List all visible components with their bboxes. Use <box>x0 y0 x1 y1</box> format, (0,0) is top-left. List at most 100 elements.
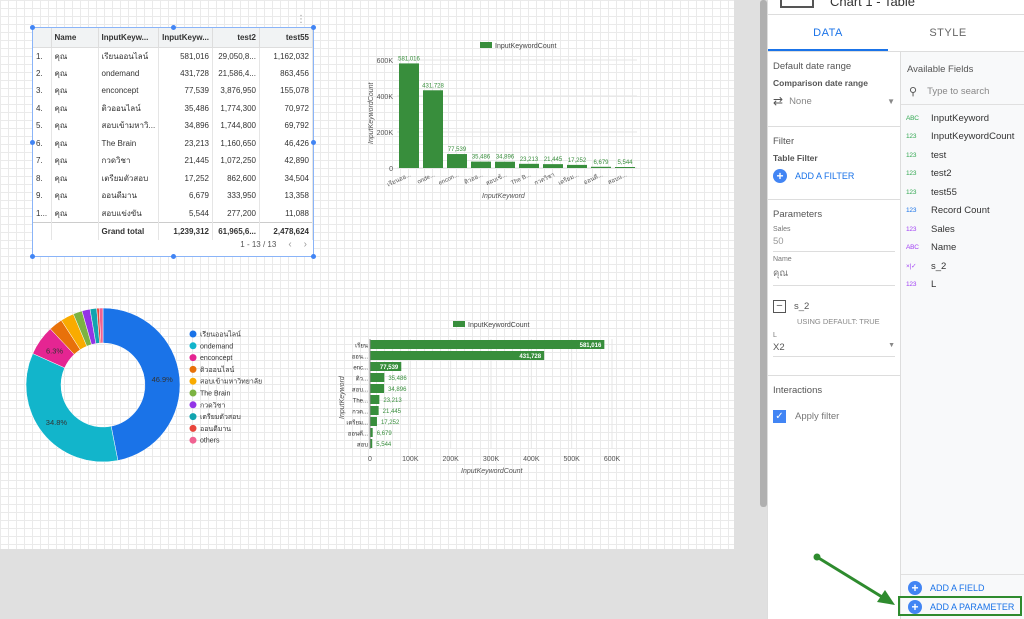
resize-handle[interactable] <box>171 254 176 259</box>
legend-label[interactable]: กวดวิชา <box>200 401 225 409</box>
bar[interactable] <box>615 167 635 168</box>
col-header-inputkeyword[interactable]: InputKeyw... <box>98 28 160 48</box>
bar[interactable] <box>471 161 491 168</box>
bar[interactable] <box>495 161 515 168</box>
bar[interactable] <box>370 406 379 415</box>
more-options-icon[interactable]: ⋮ <box>296 14 306 25</box>
col-header-name[interactable]: Name <box>51 28 99 48</box>
param-s2-toggle[interactable]: − s_2 <box>773 300 895 313</box>
pie-slice[interactable] <box>25 353 119 463</box>
param-l-select[interactable]: X2 ▼ <box>773 339 895 357</box>
pie-slice[interactable] <box>98 307 104 344</box>
resize-handle[interactable] <box>311 140 316 145</box>
data-label: 6,679 <box>593 160 609 166</box>
table-cell: 11,088 <box>259 204 313 222</box>
legend-label[interactable]: enconcept <box>200 355 232 362</box>
bar[interactable] <box>370 439 373 448</box>
add-parameter-button[interactable]: + ADD A PARAMETER <box>901 597 1024 617</box>
field-type-icon: 123 <box>906 170 917 178</box>
data-label: 5,544 <box>376 442 392 448</box>
legend-label[interactable]: สอบเข้ามหาวิทยาลัย <box>200 378 262 386</box>
bar[interactable] <box>370 417 377 426</box>
field-type-icon: ABC <box>906 244 919 252</box>
field-item[interactable]: 123 L <box>901 276 1024 295</box>
field-type-icon: 123 <box>906 207 917 215</box>
data-label: 5,544 <box>617 160 633 166</box>
bar[interactable] <box>423 90 443 168</box>
field-item[interactable]: 123 InputKeywordCount <box>901 128 1024 147</box>
bar[interactable] <box>399 63 419 168</box>
row-number-header <box>33 28 52 48</box>
field-item[interactable]: 123 Record Count <box>901 202 1024 221</box>
legend-label[interactable]: ออนดีมาน <box>200 425 231 433</box>
add-field-button[interactable]: + ADD A FIELD <box>901 574 1024 601</box>
data-label: 77,539 <box>448 147 467 153</box>
table-row[interactable]: 1... คุณ สอบแข่งขัน 5,544 277,200 11,088 <box>33 204 313 222</box>
bar[interactable] <box>519 163 539 168</box>
vertical-scrollbar[interactable] <box>760 0 767 507</box>
field-item[interactable]: 123 test55 <box>901 183 1024 202</box>
field-search[interactable]: ⚲ Type to search <box>901 81 1024 105</box>
table-row[interactable]: 8. คุณ เตรียมตัวสอบ 17,252 862,600 34,504 <box>33 169 313 187</box>
param-name-input[interactable]: คุณ <box>773 263 895 286</box>
table-chart[interactable]: Name InputKeyw... InputKeyw... test2 tes… <box>32 27 314 257</box>
resize-handle[interactable] <box>311 254 316 259</box>
tab-style[interactable]: STYLE <box>929 27 967 39</box>
field-item[interactable]: ABC Name <box>901 239 1024 258</box>
tab-data[interactable]: DATA <box>768 15 888 51</box>
bar[interactable] <box>370 384 385 393</box>
col-header-test55[interactable]: test55 <box>259 28 313 48</box>
field-search-input[interactable]: Type to search <box>927 86 990 97</box>
resize-handle[interactable] <box>30 254 35 259</box>
legend-label[interactable]: ondemand <box>200 343 233 350</box>
column-chart[interactable]: InputKeywordCount 0 200K 400K 600K 581,016 เรี… <box>355 36 645 206</box>
field-item[interactable]: ×|✓ s_2 <box>901 257 1024 276</box>
bar[interactable] <box>370 351 545 360</box>
bar[interactable] <box>591 166 611 168</box>
field-item[interactable]: 123 Sales <box>901 220 1024 239</box>
prev-page-button[interactable]: ‹ <box>288 239 292 250</box>
bar[interactable] <box>370 373 385 382</box>
legend-label[interactable]: เตรียมตัวสอบ <box>200 413 241 421</box>
next-page-button[interactable]: › <box>303 239 307 250</box>
table-row[interactable]: 6. คุณ The Brain 23,213 1,160,650 46,426 <box>33 134 313 152</box>
comparison-select[interactable]: ⇄ None ▼ <box>773 94 895 108</box>
pie-slice[interactable] <box>102 307 181 461</box>
legend-label[interactable]: เรียนออนไลน์ <box>200 330 241 339</box>
bar[interactable] <box>567 164 587 168</box>
resize-handle[interactable] <box>30 140 35 145</box>
col-header-test2[interactable]: test2 <box>212 28 260 48</box>
data-label: 21,445 <box>383 409 402 415</box>
table-row[interactable]: 7. คุณ กวดวิชา 21,445 1,072,250 42,890 <box>33 152 313 170</box>
bar[interactable] <box>370 340 605 349</box>
field-item[interactable]: ABC InputKeyword <box>901 109 1024 128</box>
field-item[interactable]: 123 test <box>901 146 1024 165</box>
legend-label[interactable]: others <box>200 438 220 445</box>
table-row[interactable]: 4. คุณ ติวออนไลน์ 35,486 1,774,300 70,972 <box>33 99 313 117</box>
legend-label[interactable]: ติวออนไลน์ <box>200 365 234 374</box>
param-s2-label: s_2 <box>794 301 810 312</box>
resize-handle[interactable] <box>171 25 176 30</box>
table-row[interactable]: 1. คุณ เรียนออนไลน์ 581,016 29,050,8... 1,162… <box>33 47 313 65</box>
plus-icon: + <box>908 600 922 614</box>
x-tick-label: 200K <box>442 456 459 463</box>
field-item[interactable]: 123 test2 <box>901 165 1024 184</box>
col-header-inputkeywordcount[interactable]: InputKeyw... <box>158 28 213 48</box>
bar[interactable] <box>370 428 373 437</box>
donut-chart[interactable]: 46.9% 34.8% 6.3% เรียนออนไลน์ ondemand enconc… <box>20 305 300 475</box>
apply-filter-checkbox[interactable]: ✓ Apply filter <box>773 410 895 423</box>
bar[interactable] <box>543 164 563 168</box>
bar[interactable] <box>370 362 402 371</box>
table-row[interactable]: 2. คุณ ondemand 431,728 21,586,4... 863,456 <box>33 64 313 82</box>
param-sales-input[interactable]: 50 <box>773 233 895 252</box>
bar-chart[interactable]: InputKeywordCount 0 100K 200K 300K 400K 500K 60… <box>335 315 635 480</box>
table-row[interactable]: 5. คุณ สอบเข้ามหาวิ... 34,896 1,744,800 69,79… <box>33 117 313 135</box>
legend-label[interactable]: The Brain <box>200 391 230 398</box>
resize-handle[interactable] <box>311 25 316 30</box>
table-row[interactable]: 9. คุณ ออนดีมาน 6,679 333,950 13,358 <box>33 187 313 205</box>
table-row[interactable]: 3. คุณ enconcept 77,539 3,876,950 155,078 <box>33 82 313 100</box>
bar[interactable] <box>447 154 467 168</box>
add-filter-button[interactable]: + ADD A FILTER <box>773 169 895 183</box>
resize-handle[interactable] <box>30 25 35 30</box>
bar[interactable] <box>370 395 380 404</box>
